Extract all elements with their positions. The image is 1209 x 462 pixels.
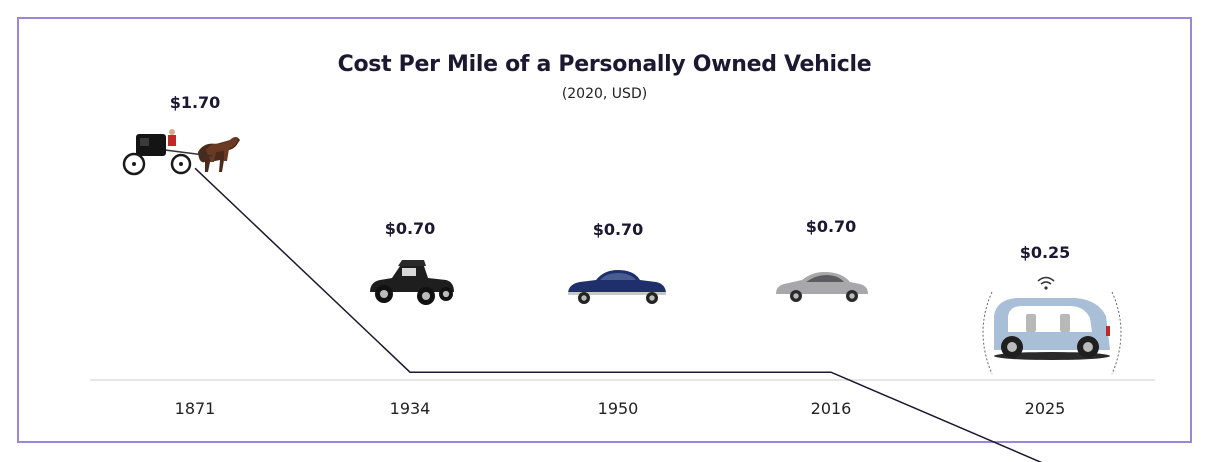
series-line: [194, 167, 1043, 462]
x-tick-label: 2025: [1025, 399, 1066, 418]
data-label: $1.70: [170, 93, 221, 112]
data-label: $0.25: [1020, 243, 1071, 262]
x-tick-label: 1871: [175, 399, 216, 418]
x-tick-label: 1934: [390, 399, 431, 418]
autonomous-pod-icon: [982, 276, 1122, 375]
classic-sedan-icon: [568, 270, 666, 304]
x-tick-label: 1950: [598, 399, 639, 418]
x-tick-label: 2016: [811, 399, 852, 418]
data-label: $0.70: [385, 219, 436, 238]
chart-title: Cost Per Mile of a Personally Owned Vehi…: [337, 52, 872, 77]
data-label: $0.70: [593, 220, 644, 239]
horse-carriage-icon: [122, 129, 240, 176]
modern-sedan-icon: [776, 272, 868, 302]
vintage-car-icon: [370, 260, 454, 305]
data-label: $0.70: [806, 217, 857, 236]
chart-subtitle: (2020, USD): [561, 86, 648, 102]
